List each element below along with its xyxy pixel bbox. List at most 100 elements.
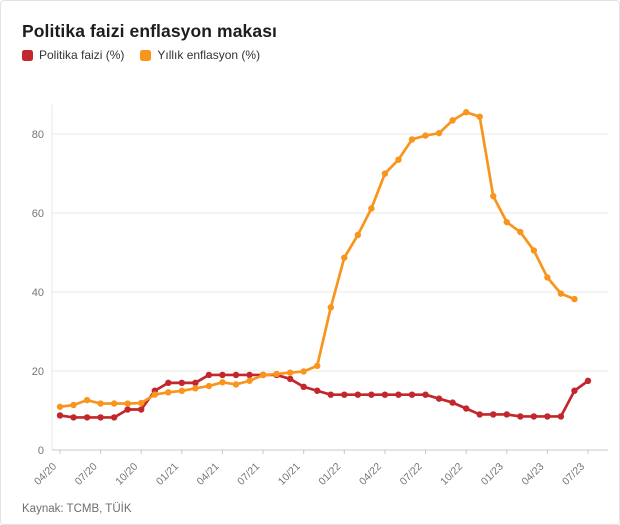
series-point xyxy=(517,413,524,420)
series-point xyxy=(138,399,145,407)
series-point xyxy=(314,387,321,394)
series-point xyxy=(368,391,375,398)
series-point xyxy=(300,383,307,390)
series-point xyxy=(354,231,362,239)
series-point xyxy=(205,371,213,379)
series-point xyxy=(110,400,118,407)
series-point xyxy=(503,411,510,418)
series-point xyxy=(517,228,524,236)
series-point xyxy=(178,379,186,387)
series-point xyxy=(449,117,456,124)
x-tick-label: 04/22 xyxy=(357,461,384,488)
series-point xyxy=(300,368,307,375)
series-point xyxy=(286,375,294,383)
series-point xyxy=(192,385,199,392)
series-point xyxy=(192,379,199,387)
series-point xyxy=(476,411,483,418)
series-point xyxy=(544,413,551,420)
y-tick-label: 20 xyxy=(32,366,44,378)
legend-swatch-yillik-enflasyon xyxy=(140,49,152,61)
x-tick-label: 04/21 xyxy=(195,461,222,488)
chart-canvas: 0 20 40 60 80 04/20 07/20 10/20 01/21 04/21 07/21 1… xyxy=(32,104,608,488)
series-point xyxy=(381,170,389,177)
series-point xyxy=(232,381,240,388)
series-point xyxy=(246,371,253,379)
series-point xyxy=(571,387,578,394)
x-tick-label: 07/23 xyxy=(560,461,587,488)
series-point xyxy=(435,129,443,137)
series-point xyxy=(341,254,348,261)
y-tick-label: 40 xyxy=(32,287,44,299)
legend: Politika faizi (%) Yıllık enflasyon (%) xyxy=(22,48,260,62)
series-point xyxy=(408,391,416,398)
series-point xyxy=(165,379,172,387)
series-point xyxy=(219,379,226,386)
series-point xyxy=(584,377,592,385)
chart-title: Politika faizi enflasyon makası xyxy=(22,20,278,41)
series-point xyxy=(151,391,158,398)
series-point xyxy=(530,413,538,420)
series-point xyxy=(110,414,118,421)
x-tick-label: 04/23 xyxy=(519,461,546,488)
y-tick-label: 0 xyxy=(38,445,44,457)
series-point xyxy=(232,371,240,379)
series-point xyxy=(165,389,172,396)
series-point xyxy=(490,192,497,200)
series-point xyxy=(286,369,294,376)
series-point xyxy=(449,399,456,406)
series-point xyxy=(435,395,443,402)
x-tick-label: 07/21 xyxy=(235,461,262,488)
series-point xyxy=(503,218,510,226)
series-point xyxy=(97,414,104,421)
series-point xyxy=(273,370,280,378)
series-point xyxy=(341,391,348,398)
series-point xyxy=(422,391,429,398)
x-tick-label: 01/21 xyxy=(154,461,181,488)
x-tick-label: 01/22 xyxy=(316,461,343,488)
x-tick-label: 10/21 xyxy=(276,461,303,488)
series-point xyxy=(557,413,565,420)
series-line-yillik-enflasyon xyxy=(58,110,576,409)
series-point xyxy=(354,391,362,398)
series-point xyxy=(462,405,470,412)
series-point xyxy=(70,401,77,409)
series-point xyxy=(83,396,91,404)
x-tick-label: 01/23 xyxy=(479,461,506,488)
series-point xyxy=(395,391,402,398)
source-note: Kaynak: TCMB, TÜİK xyxy=(22,503,132,515)
series-point xyxy=(395,156,402,163)
x-tick-label: 07/20 xyxy=(73,461,100,488)
x-tick-label: 10/22 xyxy=(438,461,465,488)
legend-label-politika-faizi: Politika faizi (%) xyxy=(39,48,125,62)
y-tick-label: 60 xyxy=(32,208,44,220)
series-point xyxy=(490,411,497,418)
series-point xyxy=(462,109,470,116)
series-point xyxy=(557,290,565,297)
series-point xyxy=(327,304,334,311)
series-point xyxy=(178,387,186,395)
series-point xyxy=(408,136,416,143)
y-tick-label: 80 xyxy=(32,129,44,141)
series-point xyxy=(544,274,551,281)
series-point xyxy=(97,400,104,407)
x-tick-label: 07/22 xyxy=(398,461,425,488)
series-point xyxy=(124,400,131,407)
legend-swatch-politika-faizi xyxy=(22,49,33,61)
series-point xyxy=(476,113,483,120)
series-point xyxy=(368,205,375,212)
x-tick-label: 04/20 xyxy=(32,461,59,488)
series-point xyxy=(381,391,389,398)
series-point xyxy=(571,295,578,303)
x-tick-label: 10/20 xyxy=(113,461,140,488)
series-point xyxy=(259,371,267,379)
series-point xyxy=(422,132,429,139)
series-point xyxy=(246,377,253,384)
legend-item-politika-faizi: Politika faizi (%) xyxy=(22,48,124,62)
legend-label-yillik-enflasyon: Yıllık enflasyon (%) xyxy=(157,48,261,62)
series-point xyxy=(70,414,77,421)
series-point xyxy=(205,382,213,390)
series-point xyxy=(83,414,91,421)
series-point xyxy=(124,406,131,413)
series-point xyxy=(314,362,321,370)
series-point xyxy=(219,371,226,379)
